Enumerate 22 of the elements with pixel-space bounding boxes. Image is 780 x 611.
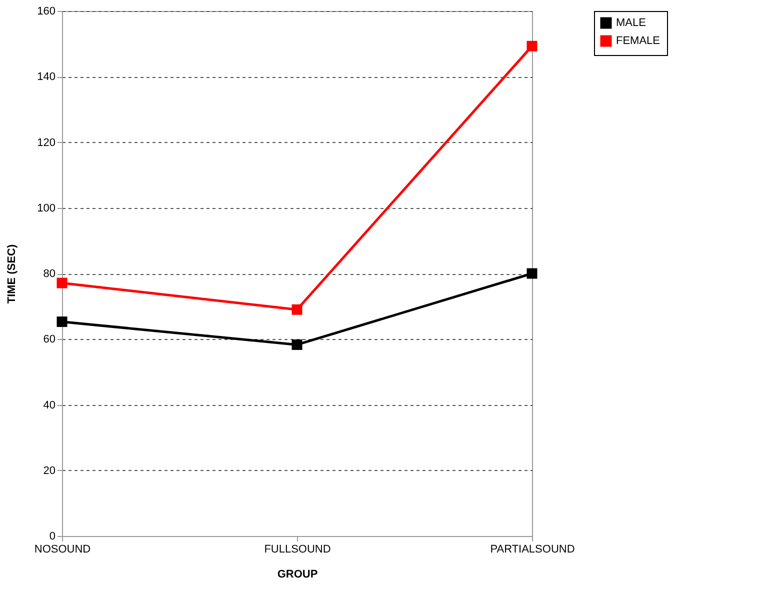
legend-label: MALE — [616, 17, 646, 29]
y-axis-title: TIME (SEC) — [6, 244, 18, 304]
point — [292, 304, 302, 315]
y-tick-label: 0 — [49, 530, 56, 542]
y-tick-label: 40 — [43, 399, 56, 412]
y-tick-label: 60 — [43, 334, 56, 346]
y-tick-label: 120 — [37, 136, 56, 149]
x-tick-label: FULLSOUND — [264, 544, 331, 556]
point — [56, 316, 68, 327]
y-tick-label: 20 — [43, 464, 56, 477]
x-tick-label: NOSOUND — [34, 544, 91, 556]
legend-label: FEMALE — [616, 35, 660, 47]
y-tick-label: 100 — [37, 202, 56, 214]
point — [526, 268, 538, 279]
x-axis-title: GROUP — [277, 568, 318, 580]
y-tick-label: 160 — [37, 6, 56, 18]
point — [56, 278, 68, 288]
y-tick-label: 80 — [43, 268, 56, 280]
point — [292, 339, 302, 350]
point — [526, 40, 538, 52]
x-tick-label: PARTIALSOUND — [490, 544, 575, 556]
y-tick-label: 140 — [37, 71, 56, 84]
